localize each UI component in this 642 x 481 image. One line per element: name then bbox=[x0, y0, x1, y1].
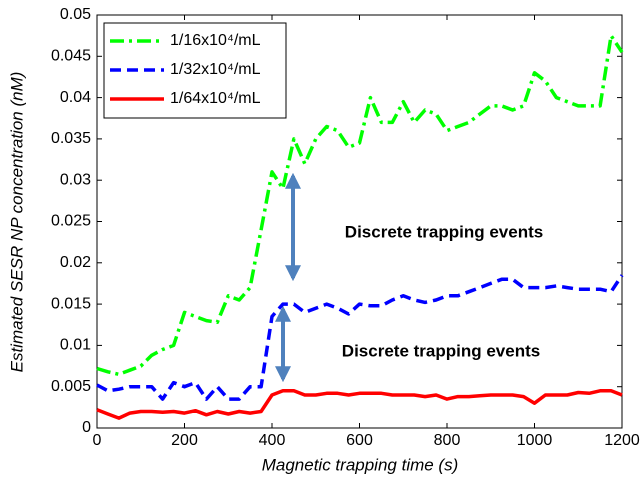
x-tick-label: 1000 bbox=[517, 432, 553, 449]
legend-label: 1/16x10⁴/mL bbox=[170, 32, 261, 49]
x-tick-label: 600 bbox=[346, 432, 373, 449]
legend-label: 1/64x10⁴/mL bbox=[170, 90, 261, 107]
y-tick-label: 0.02 bbox=[60, 254, 91, 271]
x-axis-label: Magnetic trapping time (s) bbox=[262, 455, 459, 474]
legend-label: 1/32x10⁴/mL bbox=[170, 61, 261, 78]
y-tick-label: 0.04 bbox=[60, 89, 91, 106]
y-tick-label: 0.03 bbox=[60, 171, 91, 188]
data-line bbox=[96, 33, 624, 377]
data-line bbox=[96, 274, 624, 401]
annotation: Discrete trapping events bbox=[345, 222, 543, 241]
annotation: Discrete trapping events bbox=[342, 341, 540, 360]
y-tick-label: 0.045 bbox=[51, 48, 91, 65]
y-tick-label: 0.025 bbox=[51, 213, 91, 230]
data-line bbox=[96, 389, 623, 420]
y-tick-label: 0 bbox=[82, 419, 91, 436]
x-tick-label: 800 bbox=[434, 432, 461, 449]
y-tick-label: 0.035 bbox=[51, 130, 91, 147]
x-tick-label: 400 bbox=[259, 432, 286, 449]
y-tick-label: 0.05 bbox=[60, 6, 91, 23]
y-tick-label: 0.015 bbox=[51, 295, 91, 312]
x-tick-label: 1200 bbox=[604, 432, 640, 449]
y-tick-label: 0.01 bbox=[60, 337, 91, 354]
y-tick-label: 0.005 bbox=[51, 378, 91, 395]
x-tick-label: 0 bbox=[93, 432, 102, 449]
x-tick-label: 200 bbox=[171, 432, 198, 449]
y-axis-label: Estimated SESR NP concentration (nM) bbox=[7, 72, 26, 373]
